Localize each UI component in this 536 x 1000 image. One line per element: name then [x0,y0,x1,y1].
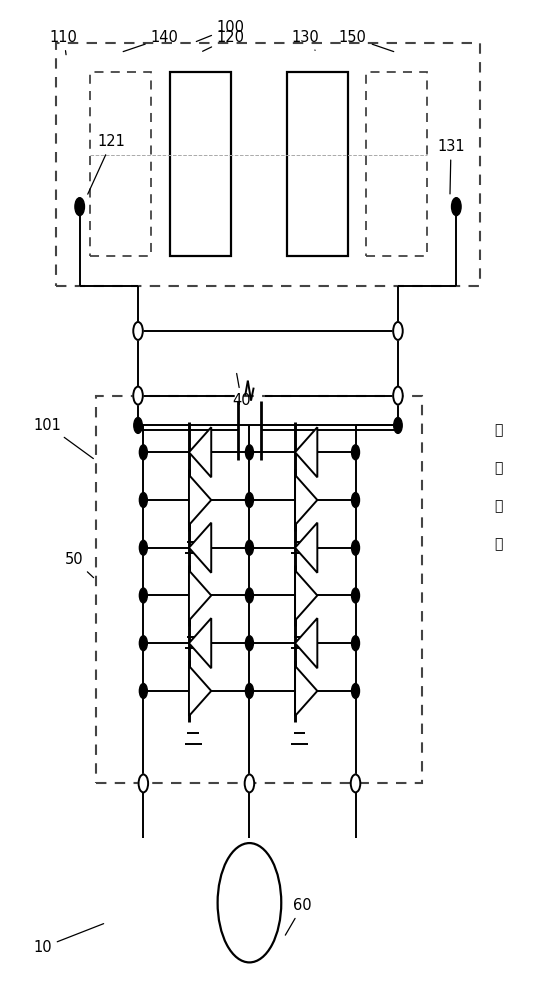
Polygon shape [189,618,211,668]
Circle shape [139,588,147,603]
Text: 131: 131 [437,139,465,194]
FancyBboxPatch shape [287,72,347,256]
Text: 技: 技 [495,499,503,513]
Text: 有: 有 [495,461,503,475]
Circle shape [352,540,360,555]
Text: 101: 101 [34,418,93,459]
Polygon shape [295,475,317,525]
Polygon shape [295,523,317,573]
Text: 150: 150 [339,30,394,52]
Circle shape [245,445,254,460]
Circle shape [134,417,142,433]
Text: 121: 121 [88,134,125,194]
Circle shape [245,683,254,698]
Text: 110: 110 [50,30,78,55]
Circle shape [139,540,147,555]
Polygon shape [295,666,317,716]
Polygon shape [189,475,211,525]
Circle shape [393,387,403,405]
Circle shape [394,417,402,433]
Circle shape [352,588,360,603]
Circle shape [393,322,403,340]
Polygon shape [189,666,211,716]
Text: 现: 现 [495,423,503,437]
Polygon shape [295,570,317,621]
Text: 10: 10 [33,924,103,955]
Text: 140: 140 [123,30,178,52]
Polygon shape [295,427,317,477]
FancyBboxPatch shape [170,72,231,256]
Circle shape [352,445,360,460]
Circle shape [75,198,85,216]
Polygon shape [189,523,211,573]
Circle shape [139,683,147,698]
Circle shape [245,493,254,507]
Polygon shape [189,427,211,477]
Circle shape [244,774,254,792]
Circle shape [133,322,143,340]
Text: 术: 术 [495,537,503,551]
Text: 50: 50 [65,552,94,578]
Circle shape [245,588,254,603]
Circle shape [245,636,254,651]
Circle shape [133,387,143,405]
Text: 120: 120 [203,30,245,51]
Text: 40: 40 [232,373,251,408]
Text: 60: 60 [285,898,312,935]
Polygon shape [189,570,211,621]
Circle shape [451,198,461,216]
Circle shape [139,493,147,507]
Circle shape [245,540,254,555]
Circle shape [352,636,360,651]
Circle shape [351,774,360,792]
Text: 130: 130 [291,30,319,50]
Circle shape [352,683,360,698]
Circle shape [139,636,147,651]
Circle shape [139,445,147,460]
Polygon shape [295,618,317,668]
Text: 100: 100 [196,20,245,42]
Circle shape [139,774,148,792]
Circle shape [352,493,360,507]
